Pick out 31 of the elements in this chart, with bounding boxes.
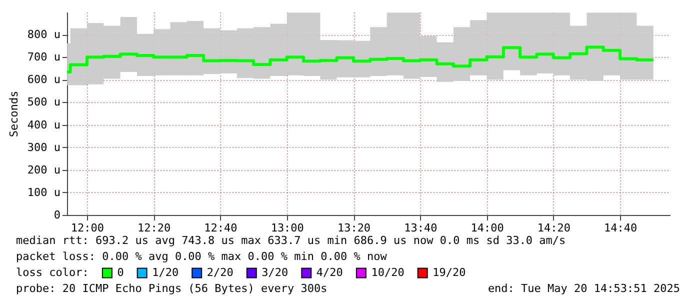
legend-label: 3/20: [262, 266, 288, 279]
legend-label: 2/20: [206, 266, 234, 279]
y-tick-label: 0: [54, 208, 60, 222]
x-tick-label: 12:20: [138, 222, 171, 234]
legend-label: 4/20: [316, 266, 343, 279]
y-tick-label: 300 u: [27, 140, 60, 154]
text: packet loss: 0.00 % avg 0.00 % max 0.00 % min 0.00 % now: [16, 250, 388, 263]
x-tick-label: 12:40: [204, 222, 238, 234]
legend-label: 19/20: [432, 266, 466, 279]
x-tick-label: 14:20: [537, 222, 570, 234]
legend-title: loss color:: [16, 266, 89, 279]
legend-label: 10/20: [371, 266, 404, 279]
y-tick-label: 800 u: [27, 28, 60, 42]
text: median rtt: 693.2 us avg 743.8 us max 633.7 us min 686.9 us now 0.0 ms sd 33.0 am/s: [16, 234, 566, 247]
legend-label: 0: [117, 266, 124, 279]
y-axis-title: Seconds: [7, 90, 20, 138]
x-tick-label: 13:20: [337, 222, 371, 234]
x-tick-label: 14:00: [470, 222, 504, 234]
y-tick-label: 100 u: [27, 186, 60, 199]
y-tick-label: 700 u: [27, 50, 60, 64]
text: probe: 20 ICMP Echo Pings (56 Bytes) every 300s: [16, 282, 328, 295]
y-tick-label: 400 u: [27, 118, 60, 132]
x-tick-label: 13:00: [270, 222, 304, 234]
legend-label: 1/20: [152, 266, 179, 279]
x-tick-label: 14:40: [604, 222, 638, 234]
y-tick-label: 200 u: [27, 163, 60, 176]
y-tick-label: 500 u: [27, 96, 60, 109]
x-tick-label: 13:40: [404, 222, 438, 234]
y-tick-label: 600 u: [27, 73, 60, 86]
text: end: Tue May 20 14:53:51 2025: [488, 282, 680, 295]
x-tick-label: 12:00: [70, 222, 104, 234]
